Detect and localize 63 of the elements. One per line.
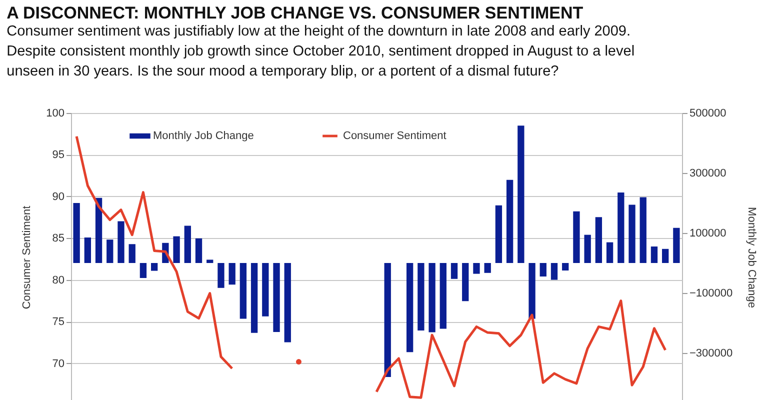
bar <box>440 263 446 329</box>
bar <box>562 263 569 270</box>
y2-tick-label: 500000 <box>690 108 726 120</box>
y2-axis-title: Monthly Job Change <box>746 207 758 308</box>
y-tick-label: 100 <box>46 108 64 120</box>
bar <box>106 240 114 263</box>
y-tick-label: 75 <box>52 316 64 328</box>
bar <box>640 197 646 263</box>
bar <box>218 263 224 288</box>
y-tick-label: 95 <box>52 149 64 162</box>
bar <box>128 244 136 263</box>
y-tick-label: 85 <box>52 232 64 245</box>
bar <box>573 211 580 263</box>
y-tick-label: 70 <box>52 358 64 370</box>
bar <box>462 263 469 302</box>
bar <box>273 263 280 332</box>
legend-label: Monthly Job Change <box>153 130 254 142</box>
bar <box>95 198 102 263</box>
y2-tick-label: 100000 <box>690 228 726 240</box>
bar <box>84 238 91 263</box>
bar <box>140 263 147 278</box>
y-tick-label: 90 <box>52 190 64 203</box>
bar <box>73 203 80 263</box>
y-axis-title: Consumer Sentiment <box>21 206 34 310</box>
bar <box>650 246 658 263</box>
bar <box>240 263 247 319</box>
bar <box>662 248 669 263</box>
bar <box>428 263 436 332</box>
bar <box>262 263 269 316</box>
bar <box>506 180 514 263</box>
bar <box>384 263 391 377</box>
bar <box>584 234 591 263</box>
chart-subtitle: Consumer sentiment was justifiably low at the height of the downturn in late 2008 and early 2009. Despite consistent monthly job growth since October 2010, sentiment dropped in August to a level unseen in 30 years. Is the sour mood a temporary blip, or a portent of a dismal future? <box>6 24 635 80</box>
y2-tick-label: 300000 <box>690 168 726 180</box>
bar <box>206 260 214 263</box>
bar <box>150 263 158 271</box>
bar <box>550 263 558 280</box>
bar <box>284 263 291 342</box>
bar <box>673 228 680 263</box>
bar <box>540 263 546 276</box>
bar <box>195 238 202 263</box>
bar <box>628 204 636 263</box>
bar <box>173 236 180 263</box>
bar <box>118 221 124 263</box>
bar <box>406 263 414 352</box>
bar <box>595 217 602 263</box>
y2-tick-label: −100000 <box>690 288 733 300</box>
bar <box>528 263 536 319</box>
bar <box>495 205 502 263</box>
legend-label: Consumer Sentiment <box>343 130 446 142</box>
bar <box>518 126 524 263</box>
bar <box>450 263 458 279</box>
bar <box>418 263 424 330</box>
bar <box>606 242 614 263</box>
bar <box>618 192 624 263</box>
y2-tick-label: −300000 <box>690 348 733 360</box>
bar <box>484 263 491 273</box>
y-tick-label: 80 <box>52 274 64 286</box>
bar <box>250 263 258 333</box>
bar <box>184 226 191 263</box>
bar <box>473 263 480 274</box>
bar <box>228 263 236 285</box>
chart-title: A DISCONNECT: MONTHLY JOB CHANGE VS. CONSUMER SENTIMENT <box>6 4 584 22</box>
